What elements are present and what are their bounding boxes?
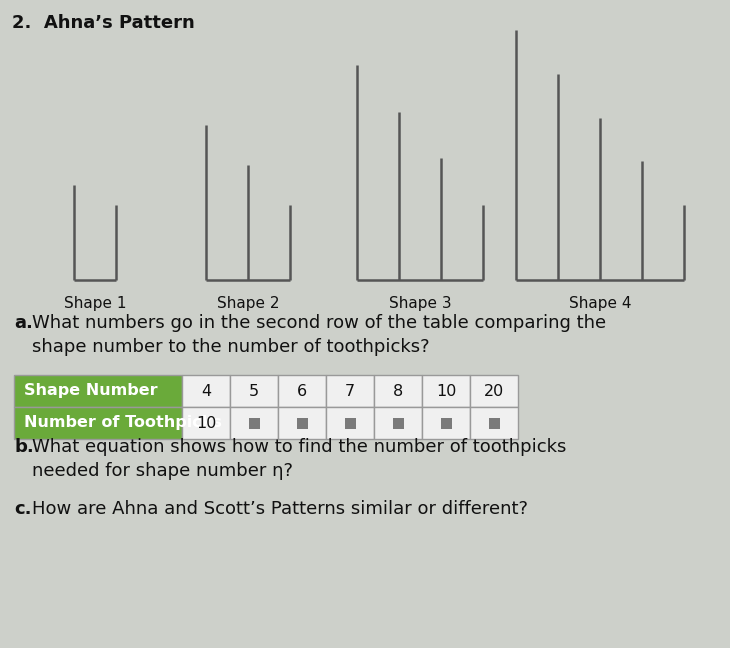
Text: 6: 6 [297, 384, 307, 399]
Bar [470, 407, 518, 439]
Text: Shape 1: Shape 1 [64, 296, 126, 311]
Bar [278, 375, 326, 407]
Bar [488, 417, 499, 428]
Text: 10: 10 [436, 384, 456, 399]
Text: a.: a. [14, 314, 33, 332]
Text: Shape 4: Shape 4 [569, 296, 631, 311]
Bar [326, 407, 374, 439]
Bar [278, 407, 326, 439]
Bar [14, 375, 182, 407]
Text: What numbers go in the second row of the table comparing the
shape number to the: What numbers go in the second row of the… [32, 314, 606, 356]
Bar [422, 407, 470, 439]
Bar [374, 375, 422, 407]
Text: 4: 4 [201, 384, 211, 399]
Bar [182, 375, 230, 407]
Bar [182, 407, 230, 439]
Text: What equation shows how to find the number of toothpicks
needed for shape number: What equation shows how to find the numb… [32, 438, 566, 480]
Bar [296, 417, 307, 428]
Text: 7: 7 [345, 384, 355, 399]
Bar [14, 407, 182, 439]
Bar [230, 375, 278, 407]
Bar [374, 407, 422, 439]
Text: 10: 10 [196, 415, 216, 430]
Bar [393, 417, 404, 428]
Bar [470, 375, 518, 407]
Bar [326, 375, 374, 407]
Text: 2.  Ahna’s Pattern: 2. Ahna’s Pattern [12, 14, 195, 32]
Text: b.: b. [14, 438, 34, 456]
Text: Shape 2: Shape 2 [217, 296, 280, 311]
Text: 8: 8 [393, 384, 403, 399]
Bar [422, 375, 470, 407]
Bar [248, 417, 259, 428]
Bar [230, 407, 278, 439]
Text: c.: c. [14, 500, 31, 518]
Text: 20: 20 [484, 384, 504, 399]
Text: Shape 3: Shape 3 [388, 296, 451, 311]
Bar [440, 417, 451, 428]
Text: Shape Number: Shape Number [24, 384, 158, 399]
Text: How are Ahna and Scott’s Patterns similar or different?: How are Ahna and Scott’s Patterns simila… [32, 500, 528, 518]
Bar [345, 417, 356, 428]
Text: 5: 5 [249, 384, 259, 399]
Text: Number of Toothpicks: Number of Toothpicks [24, 415, 222, 430]
